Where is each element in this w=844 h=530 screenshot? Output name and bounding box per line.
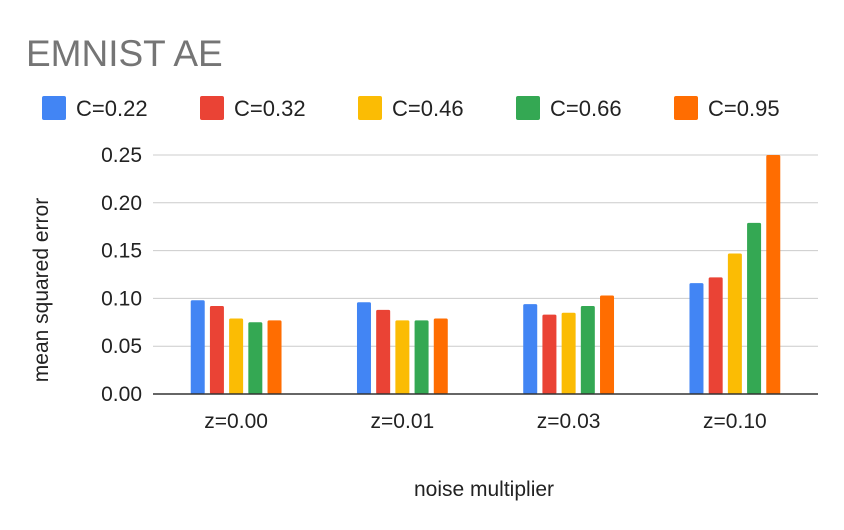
gridlines: [153, 154, 818, 347]
legend-label: C=0.66: [550, 96, 622, 121]
y-axis-title: mean squared error: [30, 198, 53, 382]
legend-swatch: [200, 96, 224, 120]
bar: [190, 300, 205, 394]
x-axis-ticks: z=0.00 z=0.01 z=0.03 z=0.10: [204, 410, 766, 433]
x-tick-label: z=0.01: [371, 410, 435, 433]
legend-item: C=0.22: [42, 96, 148, 121]
bar: [209, 306, 224, 394]
legend-item: C=0.95: [674, 96, 780, 121]
legend: C=0.22 C=0.32 C=0.46 C=0.66 C=0.95: [42, 96, 780, 121]
bar: [561, 312, 576, 394]
legend-item: C=0.32: [200, 96, 306, 121]
legend-item: C=0.46: [358, 96, 464, 121]
legend-swatch: [42, 96, 66, 120]
bar: [267, 320, 282, 394]
legend-swatch: [516, 96, 540, 120]
legend-swatch: [674, 96, 698, 120]
bar: [542, 314, 557, 394]
bar: [376, 309, 391, 394]
bar: [580, 306, 595, 394]
bar: [433, 318, 448, 394]
bar: [395, 320, 410, 394]
bar: [229, 318, 244, 394]
bar: [414, 320, 429, 394]
legend-label: C=0.22: [76, 96, 148, 121]
bar: [523, 304, 538, 394]
x-tick-label: z=0.10: [703, 410, 767, 433]
legend-label: C=0.46: [392, 96, 464, 121]
x-tick-label: z=0.03: [537, 410, 601, 433]
bar: [727, 253, 742, 394]
bar: [708, 277, 723, 394]
bars: [190, 155, 781, 394]
bar: [248, 322, 263, 394]
bar: [356, 302, 371, 394]
y-tick-label: 0.15: [101, 240, 142, 263]
legend-item: C=0.66: [516, 96, 622, 121]
y-axis-ticks: 0.00 0.05 0.10 0.15 0.20 0.25: [101, 144, 142, 406]
bar: [747, 222, 762, 394]
bar: [689, 283, 704, 394]
x-axis-title: noise multiplier: [414, 478, 554, 501]
legend-label: C=0.32: [234, 96, 306, 121]
chart-title: EMNIST AE: [26, 33, 223, 74]
legend-label: C=0.95: [708, 96, 780, 121]
y-tick-label: 0.20: [101, 192, 142, 215]
y-tick-label: 0.00: [101, 383, 142, 406]
y-tick-label: 0.25: [101, 144, 142, 167]
bar: [766, 155, 781, 394]
bar: [600, 295, 615, 394]
y-tick-label: 0.10: [101, 287, 142, 310]
y-tick-label: 0.05: [101, 335, 142, 358]
x-tick-label: z=0.00: [204, 410, 268, 433]
legend-swatch: [358, 96, 382, 120]
